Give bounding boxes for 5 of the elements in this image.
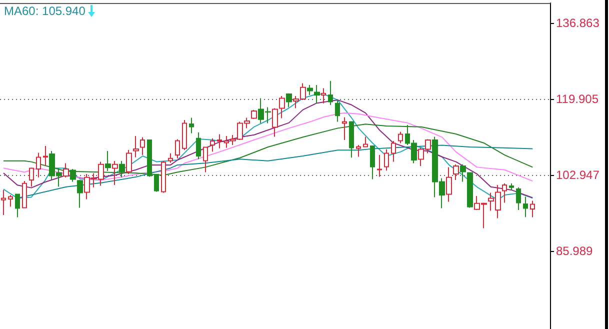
annotation: MA60: 105.940 — [4, 4, 86, 18]
y-tick-label: 85.989 — [556, 244, 594, 258]
y-tick-label: 119.905 — [556, 92, 599, 106]
y-tick-label: 102.947 — [556, 168, 600, 182]
y-tick-label: 136.863 — [556, 16, 600, 30]
